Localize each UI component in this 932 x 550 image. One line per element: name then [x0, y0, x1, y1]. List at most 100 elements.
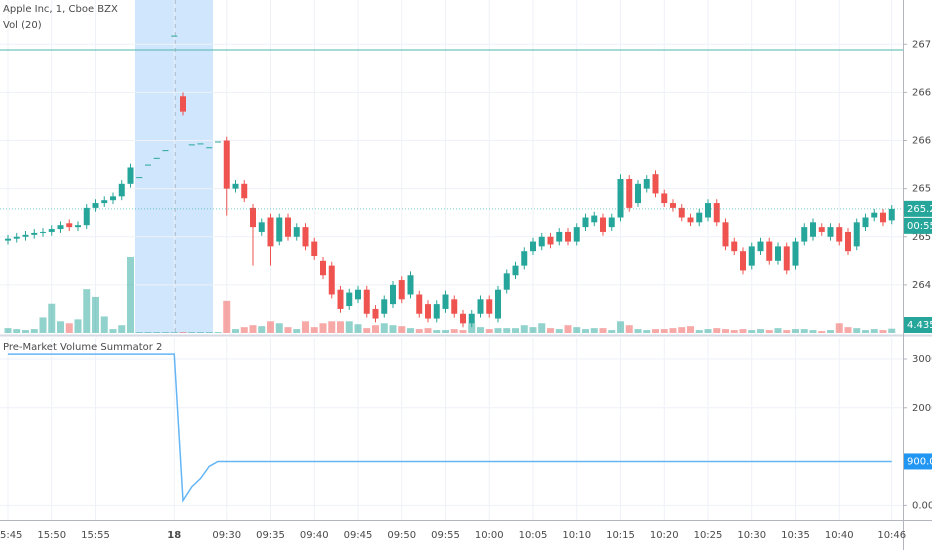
candle-body: [136, 177, 143, 179]
volume-bar: [695, 330, 703, 333]
candle-body: [748, 246, 755, 266]
volume-bar: [870, 329, 878, 333]
volume-bar: [249, 325, 257, 333]
candle-body: [381, 299, 388, 314]
indicator-line: [8, 353, 892, 503]
candle-body: [390, 284, 396, 305]
y-tick-label: 3000.00: [912, 354, 932, 365]
volume-bar: [704, 329, 712, 333]
candle-body: [188, 144, 195, 146]
volume-bar: [853, 328, 861, 333]
candle-body: [775, 246, 781, 261]
candle-body: [320, 260, 326, 276]
volume-bar: [48, 303, 56, 333]
candle-body: [258, 222, 265, 232]
candle-body: [652, 174, 659, 194]
candle-body: [232, 183, 239, 189]
candle-body: [783, 246, 790, 271]
candle-body: [722, 222, 729, 247]
volume-bar: [328, 321, 336, 333]
volume-bar: [135, 332, 143, 333]
volume-bar: [92, 296, 99, 333]
volume-bar: [835, 323, 843, 333]
candle-body: [888, 208, 895, 221]
y-tick-label: 267.00: [912, 39, 932, 50]
volume-bar: [214, 332, 222, 333]
candle-body: [293, 227, 300, 237]
volume-bar: [625, 325, 633, 333]
candle-body: [328, 265, 335, 295]
volume-bar: [4, 328, 12, 333]
x-tick-label: 09:35: [256, 530, 285, 541]
volume-bar: [757, 329, 764, 333]
candle-body: [153, 157, 160, 159]
countdown-label: 00:55: [907, 221, 932, 232]
volume-bar: [232, 329, 239, 333]
last-price-label: 265.29: [907, 204, 932, 215]
volume-bar: [39, 317, 47, 333]
volume-bar: [748, 330, 756, 333]
candle-body: [355, 289, 361, 300]
volume-bar: [363, 328, 371, 333]
volume-bar: [512, 328, 519, 333]
volume-bar: [389, 325, 397, 333]
candle-body: [337, 289, 344, 309]
candle-body: [635, 183, 641, 204]
candle-body: [416, 294, 423, 314]
countdown-box: [904, 217, 932, 234]
candle-body: [311, 241, 318, 257]
candle-body: [398, 280, 405, 300]
volume-bar: [433, 330, 441, 333]
volume-bar: [188, 332, 196, 333]
indicator-title: Pre-Market Volume Summator 2: [3, 342, 162, 353]
candle-body: [22, 234, 29, 237]
candle-body: [862, 217, 869, 228]
candle-body: [425, 304, 431, 319]
candle-body: [705, 203, 711, 218]
candle-body: [442, 294, 449, 309]
marks: [0, 35, 903, 503]
y-tick-label: 266.50: [912, 87, 932, 98]
volume-bar: [205, 332, 213, 333]
candle-body: [600, 217, 606, 232]
volume-bar: [608, 330, 616, 333]
volume-bar: [765, 330, 773, 333]
volume-bar: [547, 328, 554, 333]
volume-bar: [310, 327, 318, 333]
volume-bar: [678, 327, 686, 333]
volume-bar: [170, 332, 178, 333]
volume-bar: [240, 327, 248, 333]
candle-body: [582, 217, 589, 228]
chart-title: Apple Inc, 1, Cboe BZX: [3, 4, 118, 15]
volume-bar: [809, 330, 817, 333]
volume-bar: [739, 329, 747, 333]
candle-body: [267, 217, 274, 247]
candle-body: [792, 241, 799, 266]
volume-bar: [127, 256, 134, 333]
candle-body: [276, 217, 283, 242]
candle-body: [250, 207, 256, 228]
candle-body: [118, 183, 125, 197]
volume-bar: [573, 327, 581, 333]
candle-body: [346, 292, 353, 307]
x-tick-label: 09:40: [300, 530, 329, 541]
x-tick-label: 09:45: [344, 530, 373, 541]
candle-body: [433, 304, 440, 319]
candle-body: [486, 299, 493, 314]
candle-body: [845, 231, 851, 252]
volume-bar: [83, 289, 91, 333]
candle-body: [503, 273, 510, 290]
volume-bar: [144, 332, 152, 333]
candle-body: [48, 229, 55, 232]
candle-body: [171, 35, 178, 37]
volume-bar: [538, 323, 546, 333]
x-tick-label: 10:10: [562, 530, 591, 541]
volume-bar: [13, 329, 21, 333]
candle-body: [608, 217, 615, 228]
y-tick-label: 265.00: [912, 232, 932, 243]
volume-bar: [267, 321, 274, 333]
volume-bar: [450, 329, 458, 333]
candle-body: [477, 299, 484, 314]
candle-body: [757, 241, 764, 252]
